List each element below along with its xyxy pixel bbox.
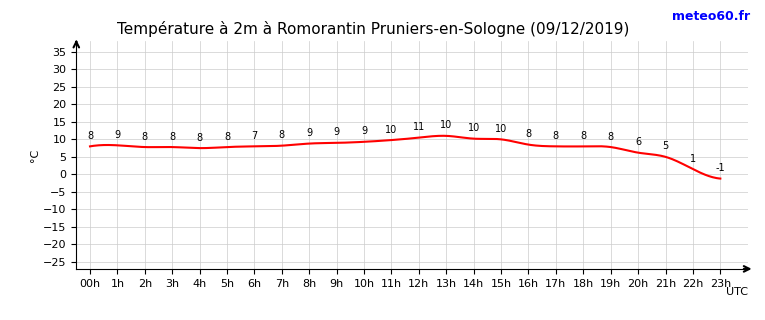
Text: 5: 5 [662, 141, 669, 151]
Text: 8: 8 [224, 132, 230, 141]
Text: UTC: UTC [726, 287, 747, 297]
Text: 10: 10 [467, 123, 480, 133]
Text: meteo60.fr: meteo60.fr [672, 10, 750, 23]
Text: 8: 8 [607, 132, 614, 141]
Text: 8: 8 [278, 130, 285, 140]
Text: -1: -1 [715, 163, 725, 173]
Text: 8: 8 [169, 132, 175, 141]
Text: 9: 9 [361, 126, 367, 136]
Text: 10: 10 [386, 124, 398, 134]
Text: 8: 8 [142, 132, 148, 141]
Text: 6: 6 [635, 137, 641, 147]
Text: 8: 8 [553, 131, 559, 141]
Text: 8: 8 [580, 131, 587, 141]
Text: 1: 1 [690, 154, 696, 164]
Text: 8: 8 [526, 129, 532, 139]
Text: 9: 9 [114, 130, 120, 140]
Text: 7: 7 [252, 131, 258, 141]
Text: 8: 8 [87, 131, 93, 141]
Text: Température à 2m à Romorantin Pruniers-en-Sologne (09/12/2019): Température à 2m à Romorantin Pruniers-e… [116, 21, 629, 37]
Text: 10: 10 [495, 124, 507, 134]
Text: 10: 10 [440, 120, 452, 130]
Text: 11: 11 [413, 122, 425, 132]
Text: 8: 8 [197, 132, 203, 142]
Y-axis label: °C: °C [31, 148, 41, 162]
Text: 9: 9 [334, 127, 340, 137]
Text: 9: 9 [306, 128, 312, 138]
